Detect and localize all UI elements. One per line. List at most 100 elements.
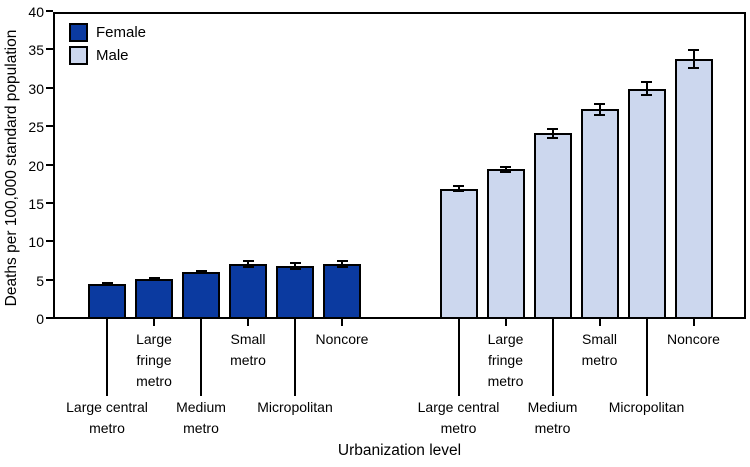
- category-label-line: Noncore: [667, 331, 720, 347]
- y-axis-tick: [46, 240, 53, 243]
- x-axis-tick: [598, 319, 601, 326]
- bar-female-large-central-metro: [88, 283, 126, 319]
- category-label-line: fringe: [487, 352, 524, 368]
- y-tick-label: 30: [28, 80, 44, 97]
- error-bar-cap-bottom: [641, 94, 652, 97]
- error-bar-cap-top: [242, 259, 254, 262]
- error-bar-cap-top: [453, 184, 464, 187]
- y-axis-tick: [46, 10, 53, 12]
- category-label: Large fringe metro: [84, 329, 224, 392]
- error-bar-cap-top: [641, 81, 652, 84]
- category-label: Micropolitan: [225, 397, 365, 418]
- error-bar-cap-top: [289, 262, 301, 265]
- legend-label-male: Male: [96, 47, 129, 64]
- error-bar: [247, 259, 249, 268]
- x-axis-tick: [106, 319, 108, 396]
- y-axis-tick: [46, 163, 53, 166]
- error-bar: [598, 102, 601, 117]
- y-tick-label: 5: [36, 272, 44, 289]
- error-bar: [504, 165, 507, 174]
- category-label: Micropolitan: [577, 397, 717, 418]
- y-tick-label: 20: [28, 157, 44, 174]
- error-bar-cap-bottom: [101, 283, 113, 286]
- x-axis-tick: [294, 319, 296, 396]
- category-label-line: Large central: [66, 399, 148, 415]
- bar-male-large-central-metro: [439, 188, 478, 319]
- error-bar: [551, 127, 554, 139]
- bar-female-medium-metro: [182, 272, 220, 319]
- error-bar-cap-bottom: [148, 279, 160, 281]
- error-bar-cap-top: [336, 259, 348, 262]
- y-axis-tick: [46, 86, 53, 89]
- category-label-line: metro: [581, 352, 618, 368]
- error-bar-cap-top: [148, 277, 160, 280]
- error-bar: [692, 48, 695, 69]
- x-axis-tick: [692, 319, 695, 326]
- y-tick-label: 15: [28, 195, 44, 212]
- y-tick-label: 25: [28, 119, 44, 136]
- category-label-line: metro: [440, 420, 477, 436]
- category-label-line: Medium: [527, 399, 578, 415]
- error-bar-cap-bottom: [195, 272, 207, 275]
- error-bar-cap-bottom: [500, 171, 511, 174]
- category-label-line: Small: [581, 331, 617, 347]
- error-bar-cap-bottom: [453, 190, 464, 193]
- female-swatch-icon: [69, 23, 88, 42]
- error-bar: [341, 259, 343, 268]
- y-tick-label: 40: [28, 4, 44, 20]
- bar-male-large-fringe-metro: [486, 169, 525, 319]
- error-bar-cap-bottom: [688, 66, 699, 69]
- category-label-line: Micropolitan: [257, 399, 333, 415]
- category-label-line: metro: [230, 352, 266, 368]
- bar-male-small-metro: [580, 109, 619, 319]
- x-axis-tick: [551, 319, 554, 396]
- error-bar-cap-top: [500, 165, 511, 168]
- bar-male-micropolitan: [627, 88, 666, 319]
- category-label-line: Noncore: [315, 331, 369, 347]
- error-bar: [200, 269, 202, 275]
- y-tick-label: 0: [36, 311, 44, 327]
- bar-female-micropolitan: [276, 266, 314, 319]
- error-bar-cap-top: [547, 127, 558, 130]
- bar-male-medium-metro: [533, 133, 572, 319]
- x-axis-tick: [153, 319, 155, 326]
- male-swatch-icon: [69, 46, 88, 65]
- category-label: Medium metro: [131, 397, 271, 439]
- category-label-line: Large central: [417, 399, 500, 415]
- category-label-line: metro: [487, 373, 524, 389]
- category-label: Large central metro: [37, 397, 177, 439]
- x-axis-tick: [645, 319, 648, 396]
- error-bar: [294, 262, 296, 270]
- category-label-line: Medium: [176, 399, 226, 415]
- y-tick-label: 35: [28, 42, 44, 59]
- x-axis-tick: [341, 319, 343, 326]
- legend-item-male: Male: [69, 44, 146, 67]
- bar-female-large-fringe-metro: [135, 279, 173, 319]
- category-label: Small metro: [178, 329, 318, 371]
- category-label-line: metro: [89, 420, 125, 436]
- category-label-line: Micropolitan: [608, 399, 685, 415]
- error-bar: [457, 184, 460, 193]
- error-bar-cap-bottom: [336, 265, 348, 268]
- error-bar-cap-bottom: [242, 265, 254, 268]
- error-bar-cap-bottom: [289, 267, 301, 270]
- legend-item-female: Female: [69, 21, 146, 44]
- category-label: Noncore: [624, 329, 750, 350]
- category-label: Medium metro: [483, 397, 623, 439]
- x-axis-tick: [457, 319, 460, 396]
- error-bar-cap-top: [195, 269, 207, 272]
- error-bar-cap-top: [101, 281, 113, 284]
- legend-label-female: Female: [96, 24, 147, 41]
- bar-female-small-metro: [229, 263, 267, 319]
- x-axis-tick: [504, 319, 507, 326]
- legend: Female Male: [69, 21, 146, 67]
- category-label-line: Large: [136, 331, 172, 347]
- y-axis-tick: [46, 317, 53, 319]
- category-label: Small metro: [530, 329, 670, 371]
- category-label: Large central metro: [389, 397, 529, 439]
- x-axis-title: Urbanization level: [337, 442, 462, 459]
- y-tick-label: 10: [28, 234, 44, 251]
- x-axis-tick: [247, 319, 249, 326]
- x-axis-tick: [200, 319, 202, 396]
